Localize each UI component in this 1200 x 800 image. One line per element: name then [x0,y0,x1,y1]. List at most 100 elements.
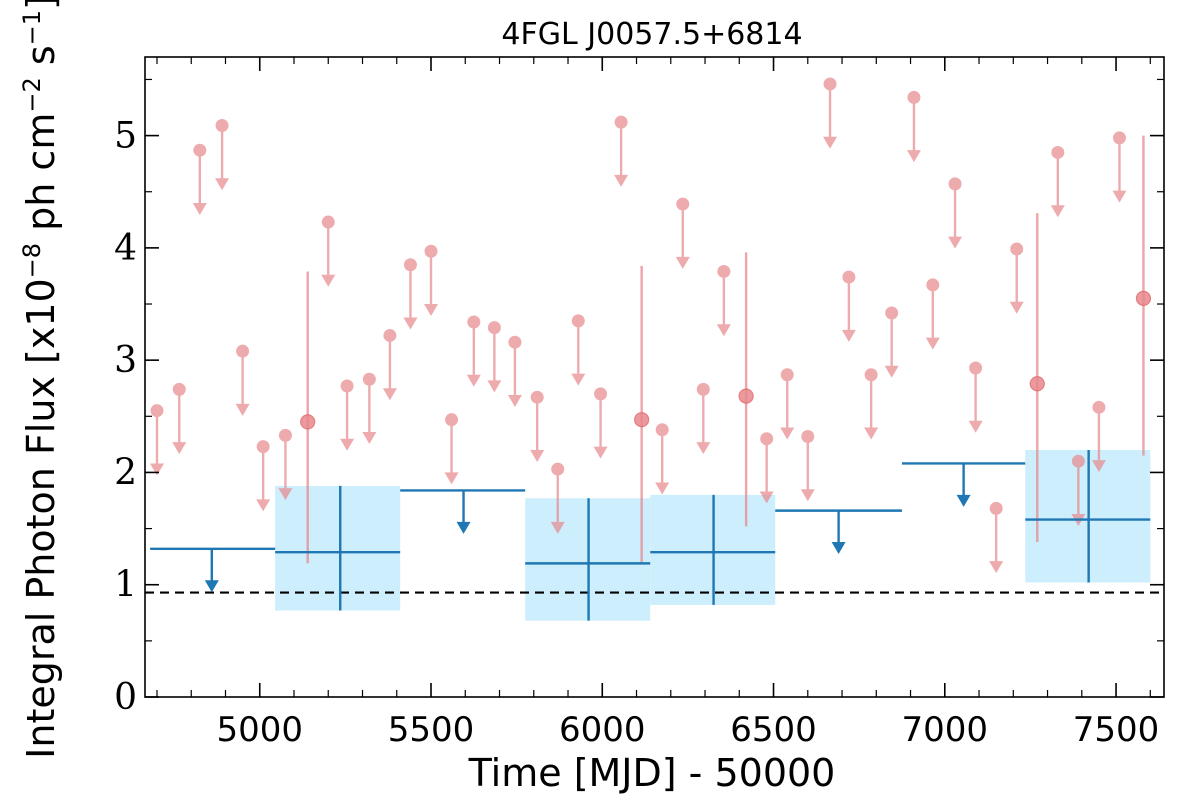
short-bin-upper-limit [403,258,418,330]
short-bin-point [424,244,438,258]
short-bin-point [696,382,710,396]
upper-limit-arrowhead [403,317,418,330]
short-bin-upper-limit [278,428,293,501]
y-axis-label-part1: Integral Photon Flux [x10 [19,278,63,759]
short-bin-upper-limit [466,315,481,387]
short-bin-upper-limit [215,118,230,191]
y-tick-label: 5 [114,116,137,157]
short-bin-upper-limit [1091,400,1106,473]
long-bin-upper-limit [400,489,526,534]
long-bin-detection [650,494,776,605]
short-bin-upper-limit [925,278,940,350]
short-bin-upper-limit [675,197,690,269]
short-bin-point [907,90,921,104]
x-axis-label: Time [MJD] - 50000 [468,751,836,795]
y-tick-label: 2 [114,452,137,493]
short-bin-upper-limit [172,382,187,455]
long-bin-limit-arrowhead [456,521,471,534]
short-bin-detection-point [634,412,650,428]
y-axis-label: Integral Photon Flux [x10−8 ph cm−2 s−1] [18,0,63,759]
short-bin-point [215,118,229,132]
short-bin-detection-point [300,414,316,430]
short-bin-point [823,77,837,91]
upper-limit-arrowhead [800,489,815,502]
short-bin-upper-limit [780,368,795,440]
upper-limit-arrowhead [1091,460,1106,473]
upper-limit-arrowhead [593,446,608,459]
x-tick-label: 5500 [388,710,475,750]
short-bin-detection [1029,213,1045,543]
short-bin-detection-point [1029,376,1045,392]
short-bin-point [551,462,565,476]
x-tick-label: 7000 [902,710,989,750]
upper-limit-arrowhead [968,420,983,433]
short-bin-upper-limit [884,306,899,378]
short-bin-upper-limit [716,264,731,337]
upper-limit-arrowhead [172,442,187,455]
y-tick-label: 1 [114,565,137,606]
long-bin-series [150,449,1151,621]
short-bin-point [926,278,940,292]
long-bin-upper-limit [150,547,276,593]
upper-limit-arrowhead [362,432,377,444]
upper-limit-arrowhead [675,256,690,269]
y-axis-label-part2: ph cm [19,113,63,243]
short-bin-point [1010,242,1024,256]
short-bin-point [445,413,459,427]
short-bin-point [842,270,856,284]
upper-limit-arrowhead [948,236,963,249]
short-bin-point [801,430,815,444]
short-bin-point [571,314,585,328]
x-tick-label: 6000 [559,710,646,750]
long-bin-limit-arrowhead [956,494,971,507]
upper-limit-arrowhead [215,178,230,191]
short-bin-point [780,368,794,382]
upper-limit-arrowhead [716,324,731,337]
short-bin-upper-limit [948,177,963,249]
short-bin-point [193,143,207,157]
short-bin-upper-limit [864,368,879,440]
short-bin-point [1051,145,1065,159]
short-bin-upper-limit [906,90,921,163]
upper-limit-arrowhead [925,337,940,350]
short-bin-upper-limit [593,387,608,459]
short-bin-detection [300,271,316,564]
y-axis-label-part4: ] [19,0,63,10]
short-bin-detection [738,252,754,527]
upper-limit-arrowhead [149,463,164,476]
short-bin-series [149,77,1152,574]
long-bin-detection [1025,449,1151,583]
short-bin-upper-limit [487,321,502,393]
long-bin-limit-arrowhead [204,580,219,593]
short-bin-point [508,335,522,349]
short-bin-point [487,321,501,335]
short-bin-detection-point [1135,290,1152,307]
short-bin-upper-limit [507,335,522,407]
short-bin-upper-limit [696,382,711,455]
short-bin-upper-limit [1009,242,1024,314]
x-tick-label: 7500 [1073,710,1160,750]
upper-limit-arrowhead [906,150,921,163]
short-bin-point [1071,454,1085,468]
short-bin-point [278,428,292,442]
long-bin-limit-arrowhead [831,542,846,555]
short-bin-point [989,501,1003,515]
short-bin-point [383,328,397,342]
short-bin-point [760,432,774,446]
short-bin-upper-limit [192,143,207,215]
chart-title: 4FGL J0057.5+6814 [501,17,802,52]
upper-limit-arrowhead [1050,205,1065,218]
upper-limit-arrowhead [507,394,522,407]
short-bin-upper-limit [989,501,1004,574]
y-axis-label-exp1: −8 [18,243,46,278]
y-tick-label: 0 [114,677,137,718]
short-bin-upper-limit [149,404,164,476]
long-bin-detection [275,485,401,611]
upper-limit-arrowhead [1112,190,1127,203]
upper-limit-arrowhead [444,472,459,485]
long-bin-detection [525,498,651,621]
short-bin-point [236,344,250,358]
upper-limit-arrowhead [321,274,336,287]
upper-limit-arrowhead [382,388,397,401]
